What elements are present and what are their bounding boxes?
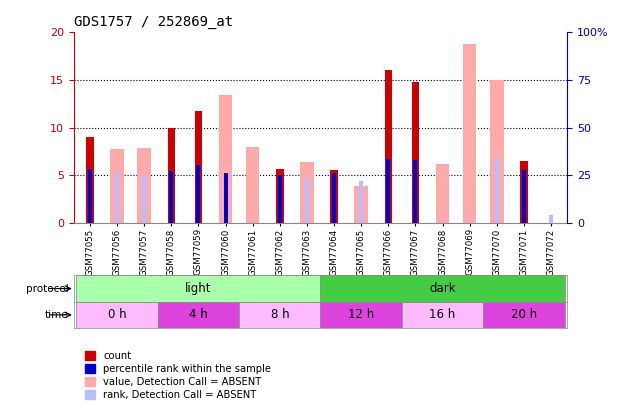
Bar — [413, 160, 417, 223]
Bar — [385, 70, 392, 223]
Text: time: time — [45, 310, 69, 320]
Bar — [354, 185, 368, 223]
Bar — [520, 161, 528, 223]
Bar — [195, 111, 202, 223]
Bar — [219, 95, 232, 223]
Bar — [402, 302, 483, 328]
Bar — [412, 82, 419, 223]
Bar — [320, 302, 402, 328]
Bar — [330, 171, 338, 223]
Bar — [320, 275, 565, 302]
Text: 16 h: 16 h — [429, 308, 456, 322]
Text: 0 h: 0 h — [108, 308, 126, 322]
Bar — [87, 137, 94, 223]
Bar — [522, 171, 526, 223]
Text: GDS1757 / 252869_at: GDS1757 / 252869_at — [74, 15, 233, 29]
Bar — [76, 275, 320, 302]
Text: 8 h: 8 h — [271, 308, 289, 322]
Bar — [196, 172, 201, 223]
Bar — [300, 162, 313, 223]
Bar — [305, 178, 309, 223]
Bar — [246, 147, 260, 223]
Bar — [110, 149, 124, 223]
Text: 20 h: 20 h — [511, 308, 537, 322]
Bar — [115, 172, 119, 223]
Text: light: light — [185, 282, 212, 295]
Text: 12 h: 12 h — [348, 308, 374, 322]
Bar — [490, 80, 504, 223]
Bar — [196, 165, 201, 223]
Bar — [167, 128, 175, 223]
Bar — [158, 302, 239, 328]
Bar — [239, 302, 320, 328]
Bar — [549, 215, 553, 223]
Bar — [224, 173, 228, 223]
Text: 4 h: 4 h — [189, 308, 208, 322]
Bar — [436, 164, 449, 223]
Bar — [169, 171, 173, 223]
Bar — [483, 302, 565, 328]
Bar — [463, 44, 476, 223]
Text: protocol: protocol — [26, 284, 69, 294]
Bar — [278, 175, 282, 223]
Bar — [332, 173, 336, 223]
Bar — [137, 147, 151, 223]
Bar — [142, 175, 146, 223]
Legend: count, percentile rank within the sample, value, Detection Call = ABSENT, rank, : count, percentile rank within the sample… — [85, 351, 271, 400]
Bar — [387, 159, 390, 223]
Bar — [88, 168, 92, 223]
Text: dark: dark — [429, 282, 456, 295]
Bar — [76, 302, 158, 328]
Bar — [276, 168, 283, 223]
Bar — [495, 158, 499, 223]
Bar — [359, 181, 363, 223]
